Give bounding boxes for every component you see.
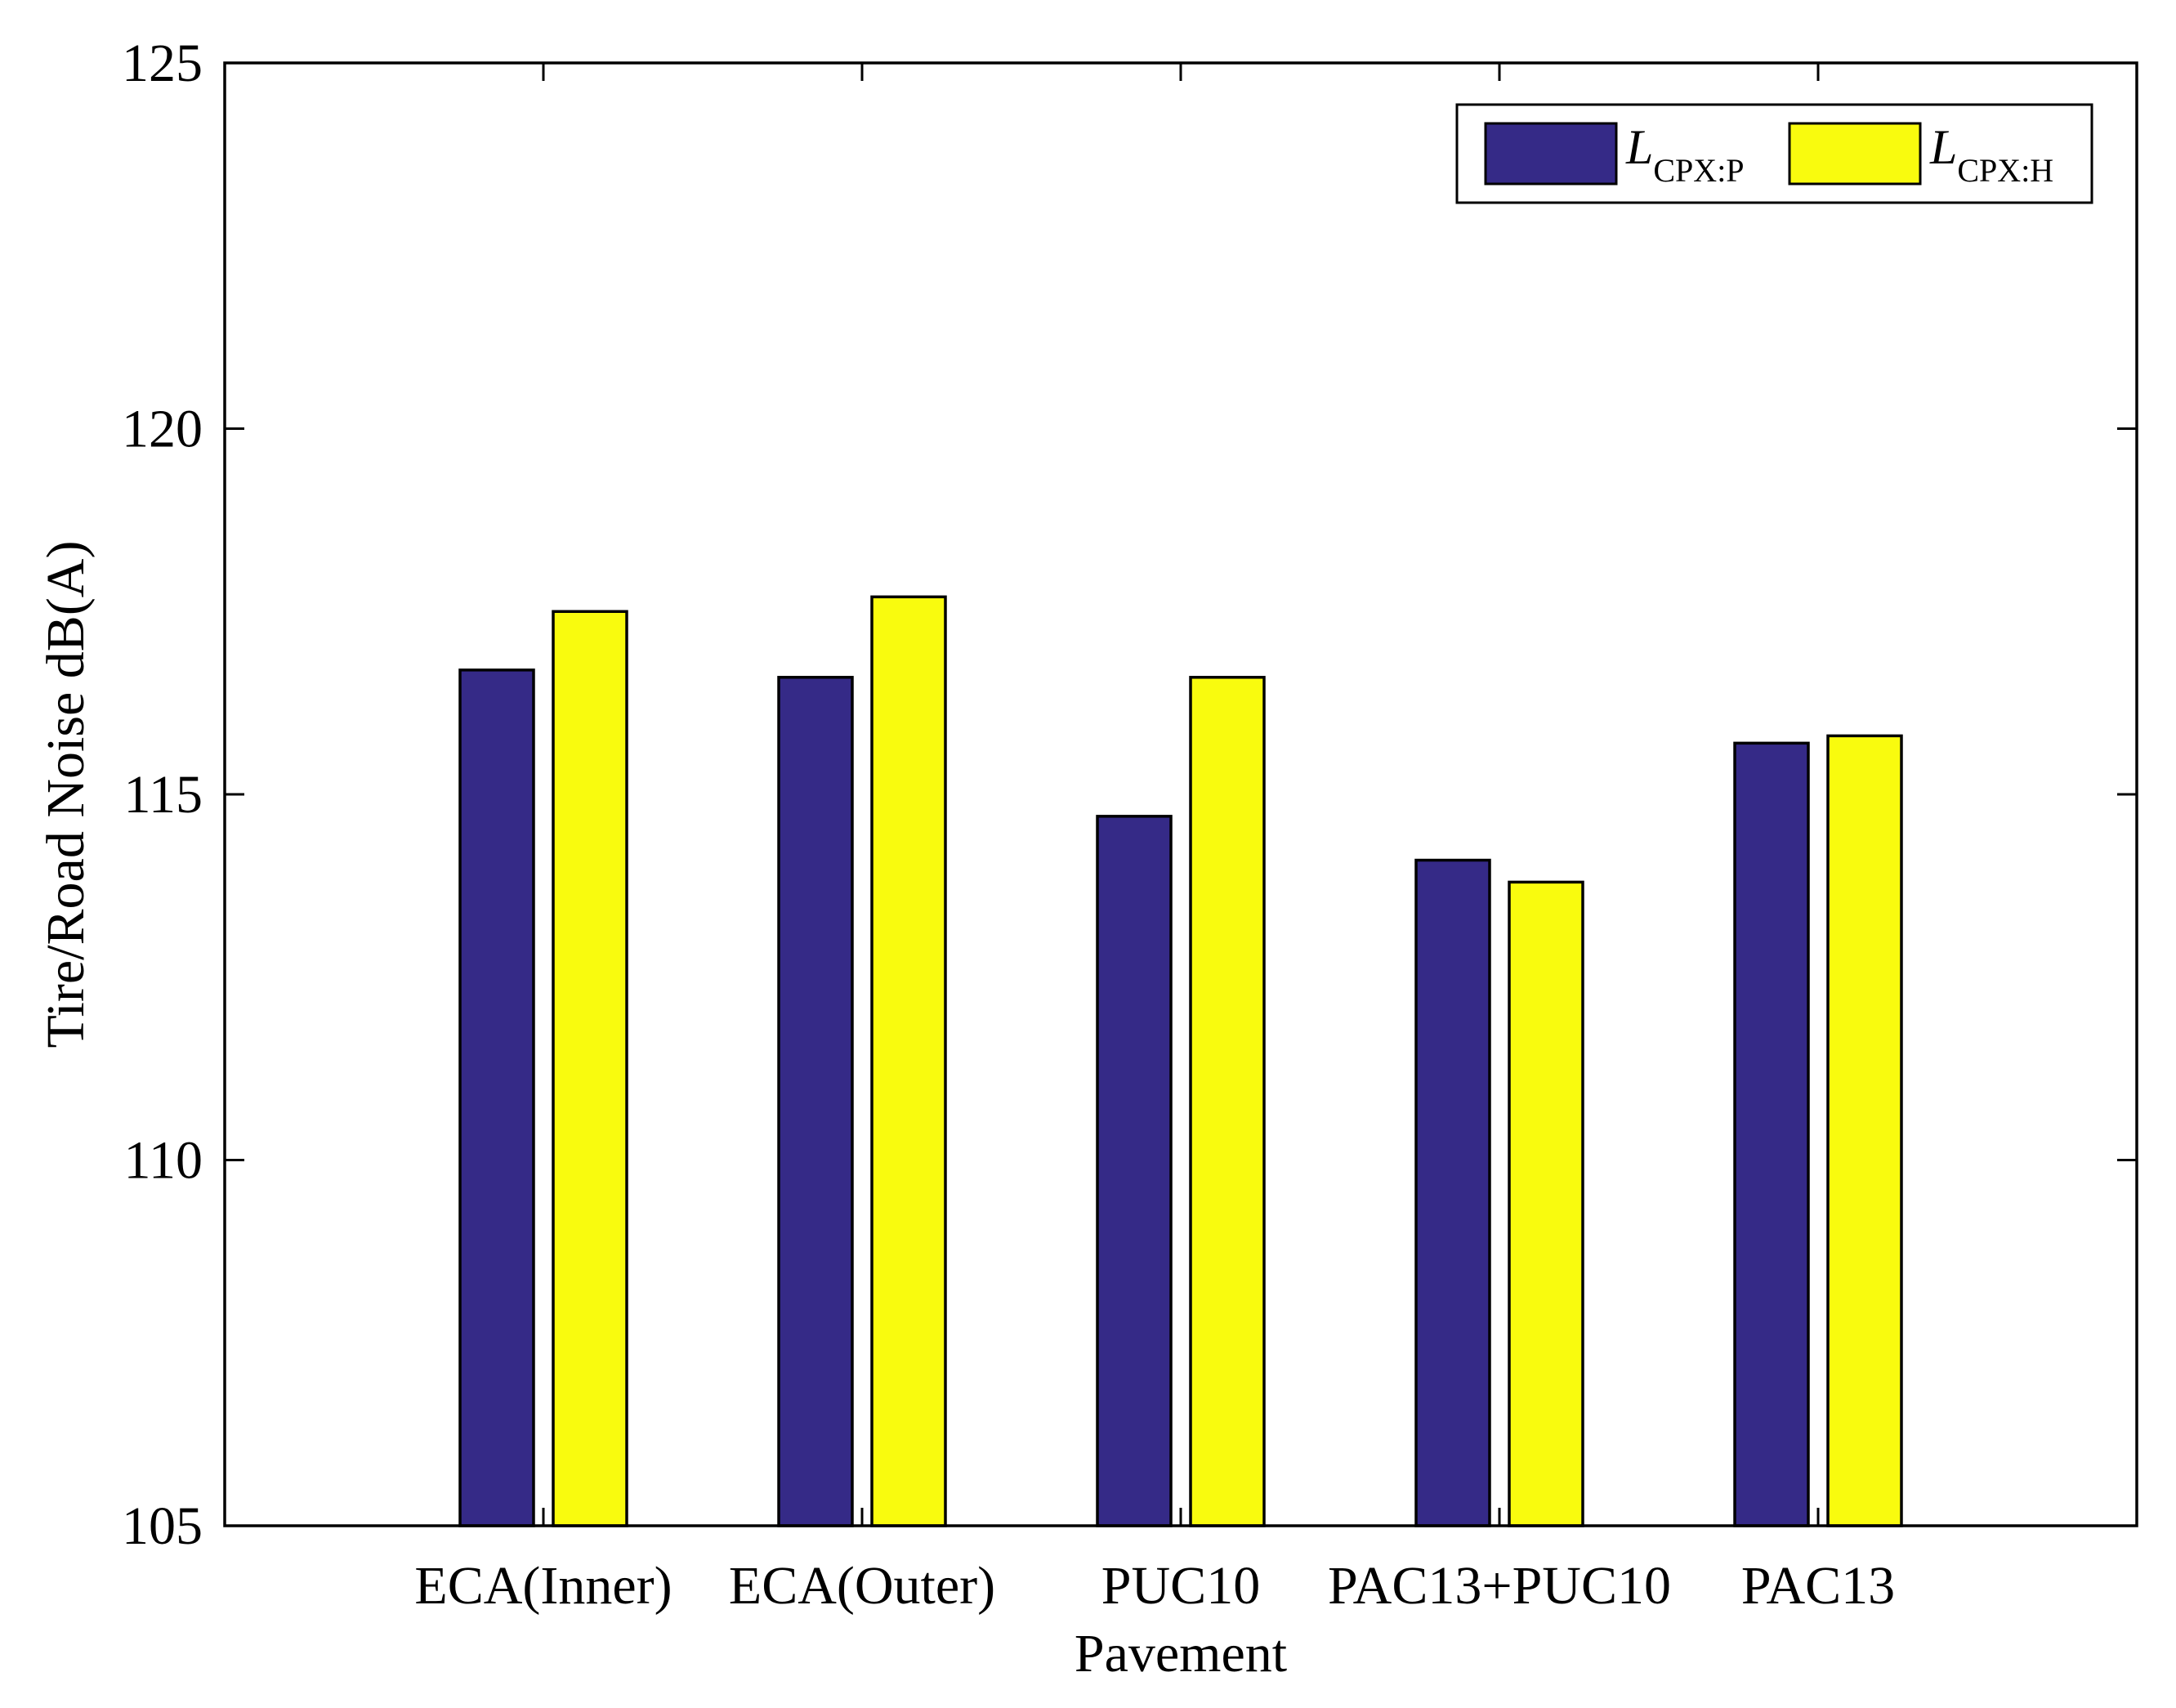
y-tick-labels: 105 110 115 120 125 [122,34,203,1556]
legend-series-2-subscript: CPX:H [1957,152,2053,189]
y-tick-label: 125 [122,34,203,93]
x-tick-label: PAC13 [1741,1556,1895,1616]
legend: LCPX:P LCPX:H [1455,103,2093,204]
y-tick-label: 110 [123,1131,203,1191]
bar-1-pac13-puc10 [1414,858,1491,1527]
bar-1-eca-outer [777,676,854,1527]
x-axis-label: Pavement [1075,1624,1287,1683]
y-tick-label: 115 [123,765,203,825]
x-tick-label: PUC10 [1101,1556,1260,1616]
legend-swatch-series-1 [1484,122,1618,186]
legend-swatch-series-2 [1788,122,1922,186]
x-tick-label: PAC13+PUC10 [1328,1556,1671,1616]
legend-series-1-symbol: L [1625,120,1653,174]
legend-label-series-1: LCPX:P [1625,120,1745,189]
y-tick-label: 120 [122,400,203,459]
bar-2-eca-inner [552,610,628,1527]
bar-2-puc10 [1189,676,1266,1527]
plot-area [225,63,2137,1526]
axes-box [223,61,2138,1527]
x-tick-label: ECA(Inner) [414,1556,672,1616]
x-tick-label: ECA(Outer) [729,1556,995,1616]
bars-layer [458,595,1903,1527]
legend-label-series-2: LCPX:H [1929,120,2053,189]
bar-1-eca-inner [458,668,535,1527]
bar-1-pac13 [1733,741,1810,1527]
legend-series-2-symbol: L [1929,120,1957,174]
bar-2-pac13 [1826,734,1903,1527]
y-tick-label: 105 [122,1496,203,1556]
x-tick-labels: ECA(Inner) ECA(Outer) PUC10 PAC13+PUC10 PAC1… [414,1556,1895,1616]
bar-2-pac13-puc10 [1508,880,1584,1527]
bar-2-eca-outer [870,595,947,1527]
y-axis-label: Tire/Road Noise dB(A) [36,541,96,1048]
bar-1-puc10 [1096,815,1173,1527]
legend-series-1-subscript: CPX:P [1653,152,1744,189]
